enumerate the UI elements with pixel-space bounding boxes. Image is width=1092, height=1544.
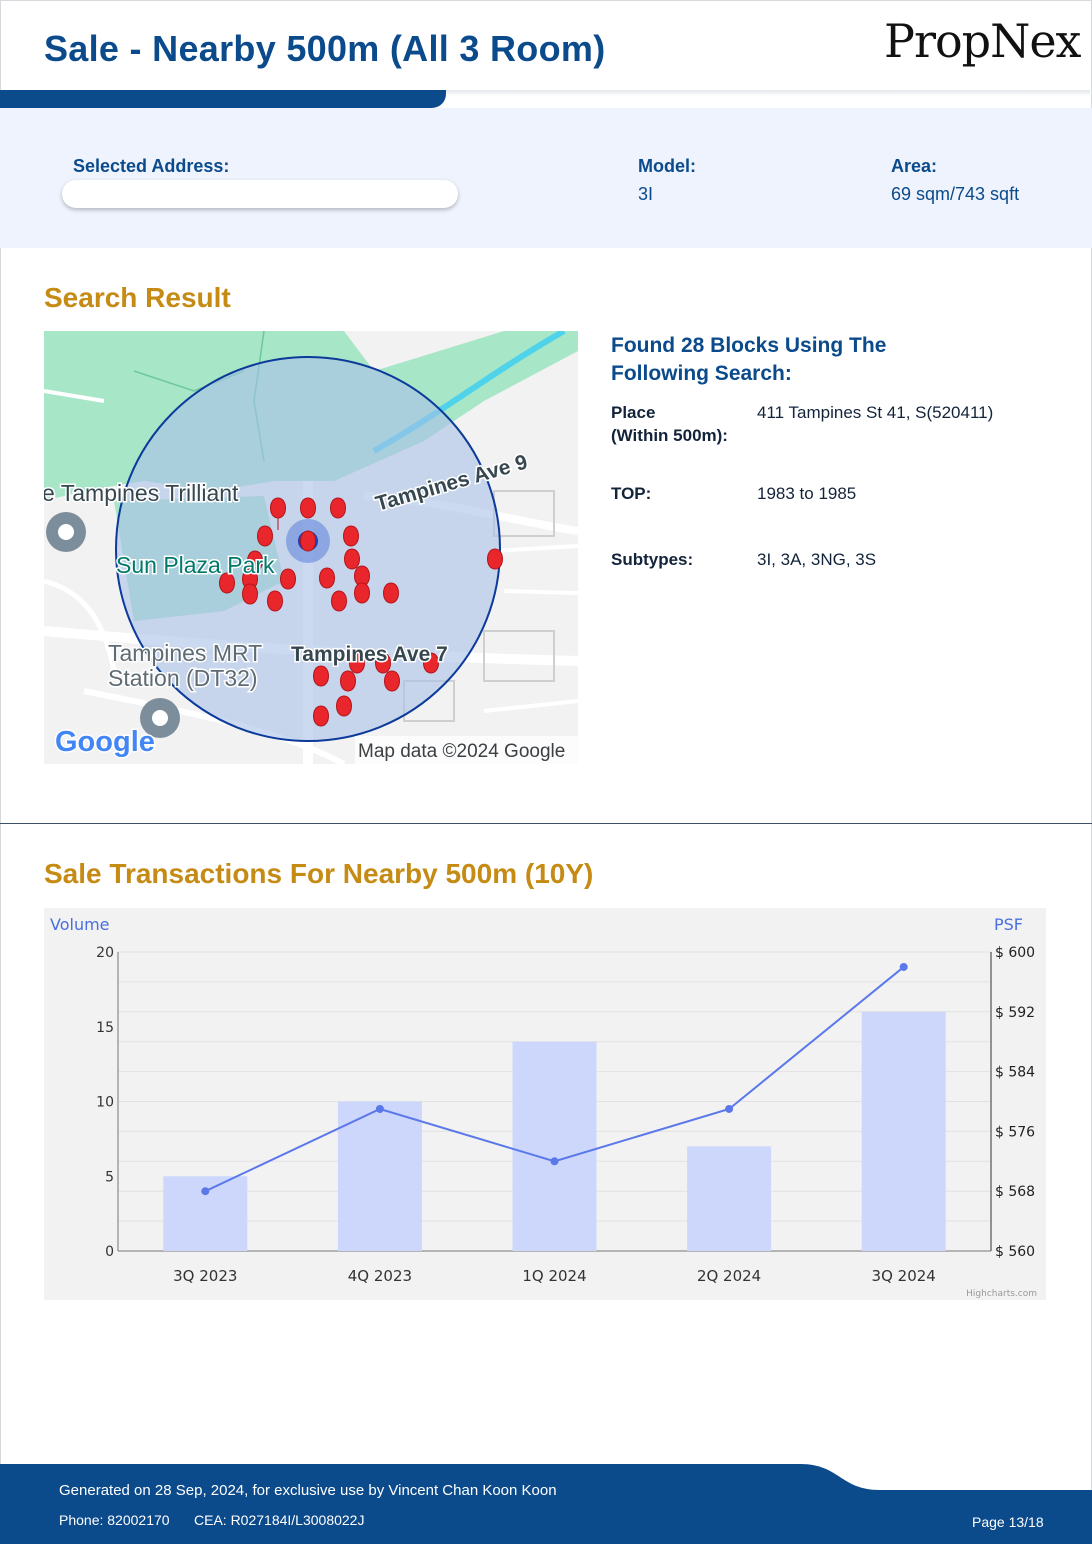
place-label: Place (Within 500m): <box>611 401 728 447</box>
top-value: 1983 to 1985 <box>757 484 857 503</box>
left-axis-title: Volume <box>50 915 110 934</box>
right-tick-label: $ 592 <box>995 1005 1035 1021</box>
pin-icon <box>340 670 356 692</box>
pin-icon <box>423 652 439 674</box>
left-tick-label: 15 <box>96 1020 114 1036</box>
place-label-line2: (Within 500m): <box>611 426 728 445</box>
search-result-title: Search Result <box>44 282 231 313</box>
left-tick-label: 0 <box>105 1244 114 1260</box>
right-tick-label: $ 576 <box>995 1124 1035 1140</box>
pin-icon <box>257 525 273 547</box>
map-label-sun-plaza: Sun Plaza Park <box>116 552 275 578</box>
info-panel: Selected Address: Model: 3I Area: 69 sqm… <box>0 108 1092 248</box>
right-tick-label: $ 560 <box>995 1244 1035 1260</box>
block-pins <box>219 497 503 727</box>
found-blocks-line1: Found 28 Blocks Using The <box>611 334 887 357</box>
volume-bar <box>861 1011 946 1251</box>
left-tick-label: 10 <box>96 1095 114 1111</box>
psf-point <box>725 1104 734 1113</box>
found-blocks-line2: Following Search: <box>611 362 792 385</box>
pin-icon <box>242 583 258 605</box>
map-label-trilliant: e Tampines Trilliant <box>44 480 239 506</box>
chart-credit: Highcharts.com <box>966 1289 1037 1299</box>
pin-icon <box>313 665 329 687</box>
right-tick-label: $ 568 <box>995 1184 1035 1200</box>
pin-icon <box>219 572 235 594</box>
pin-icon <box>354 565 370 587</box>
pin-icon <box>344 548 360 570</box>
left-tick-label: 20 <box>96 945 114 961</box>
map-label-mrt-line1: Tampines MRT <box>108 640 262 666</box>
pin-icon <box>242 568 258 590</box>
x-tick-label: 3Q 2024 <box>872 1267 936 1285</box>
pin-icon <box>267 590 283 612</box>
pin-icon <box>383 582 399 604</box>
psf-point <box>899 962 908 971</box>
subtypes-value: 3I, 3A, 3NG, 3S <box>757 550 877 569</box>
psf-point <box>201 1187 210 1196</box>
volume-bar <box>337 1101 422 1251</box>
place-label-line1: Place <box>611 403 656 422</box>
location-marker-icon <box>46 512 86 552</box>
google-logo: Google <box>55 726 155 758</box>
map-attribution: Map data ©2024 Google <box>358 741 565 762</box>
pin-icon <box>349 652 365 674</box>
header-band <box>0 90 446 108</box>
left-tick-label: 5 <box>105 1169 114 1185</box>
pin-icon <box>247 550 263 572</box>
selected-address-field <box>62 180 458 208</box>
pin-icon <box>343 525 359 547</box>
pin-icon <box>300 530 316 552</box>
location-marker-icon <box>140 698 180 738</box>
pin-icon <box>270 497 286 530</box>
x-tick-label: 4Q 2023 <box>348 1267 412 1285</box>
footer-cea: CEA: R027184I/L3008022J <box>194 1512 365 1528</box>
footer-generated: Generated on 28 Sep, 2024, for exclusive… <box>59 1482 557 1499</box>
x-tick-label: 1Q 2024 <box>522 1267 586 1285</box>
right-tick-label: $ 600 <box>995 945 1035 961</box>
transactions-title: Sale Transactions For Nearby 500m (10Y) <box>44 858 594 889</box>
pin-icon <box>487 548 503 570</box>
subtypes-label: Subtypes: <box>611 550 694 569</box>
right-tick-label: $ 584 <box>995 1065 1035 1081</box>
right-axis-title: PSF <box>994 915 1023 934</box>
area-value: 69 sqm/743 sqft <box>891 184 1020 204</box>
psf-point <box>550 1157 559 1166</box>
transactions-chart: Volume PSF 0 5 10 15 20 $ 560 $ 568 $ 576 $ 584 $ 5… <box>44 908 1046 1300</box>
volume-bar <box>512 1041 597 1251</box>
model-value: 3I <box>638 184 654 204</box>
pin-icon <box>319 567 335 589</box>
pin-icon <box>384 670 400 692</box>
pin-icon <box>331 590 347 612</box>
psf-point <box>375 1104 384 1113</box>
pin-icon <box>330 497 346 519</box>
selected-address-label: Selected Address: <box>73 156 230 176</box>
footer-phone: Phone: 82002170 <box>59 1512 170 1528</box>
x-tick-label: 2Q 2024 <box>697 1267 761 1285</box>
search-radius-map[interactable]: e Tampines Trilliant Tampines Ave 9 Sun … <box>44 331 578 764</box>
header-shadow <box>430 90 1090 96</box>
propnex-logo: PropNex <box>884 14 1081 68</box>
page-title: Sale - Nearby 500m (All 3 Room) <box>44 28 606 69</box>
section-divider <box>0 823 1092 824</box>
pin-icon <box>280 568 296 590</box>
place-value: 411 Tampines St 41, S(520411) <box>757 403 994 422</box>
map-label-ave7: Tampines Ave 7 <box>291 643 448 666</box>
pin-icon <box>375 652 391 674</box>
area-label: Area: <box>891 156 938 176</box>
pin-icon <box>313 705 329 727</box>
top-label: TOP: <box>611 484 652 503</box>
pin-icon <box>336 695 352 717</box>
footer: Generated on 28 Sep, 2024, for exclusive… <box>0 1464 1092 1544</box>
footer-page-number: Page 13/18 <box>972 1514 1044 1530</box>
pin-icon <box>354 582 370 604</box>
model-label: Model: <box>638 156 696 176</box>
map-label-mrt-line2: Station (DT32) <box>108 665 258 691</box>
found-blocks-title: Found 28 Blocks Using The Following Sear… <box>611 332 951 388</box>
x-tick-label: 3Q 2023 <box>173 1267 237 1285</box>
volume-bar <box>687 1146 772 1251</box>
pin-icon <box>300 497 316 519</box>
